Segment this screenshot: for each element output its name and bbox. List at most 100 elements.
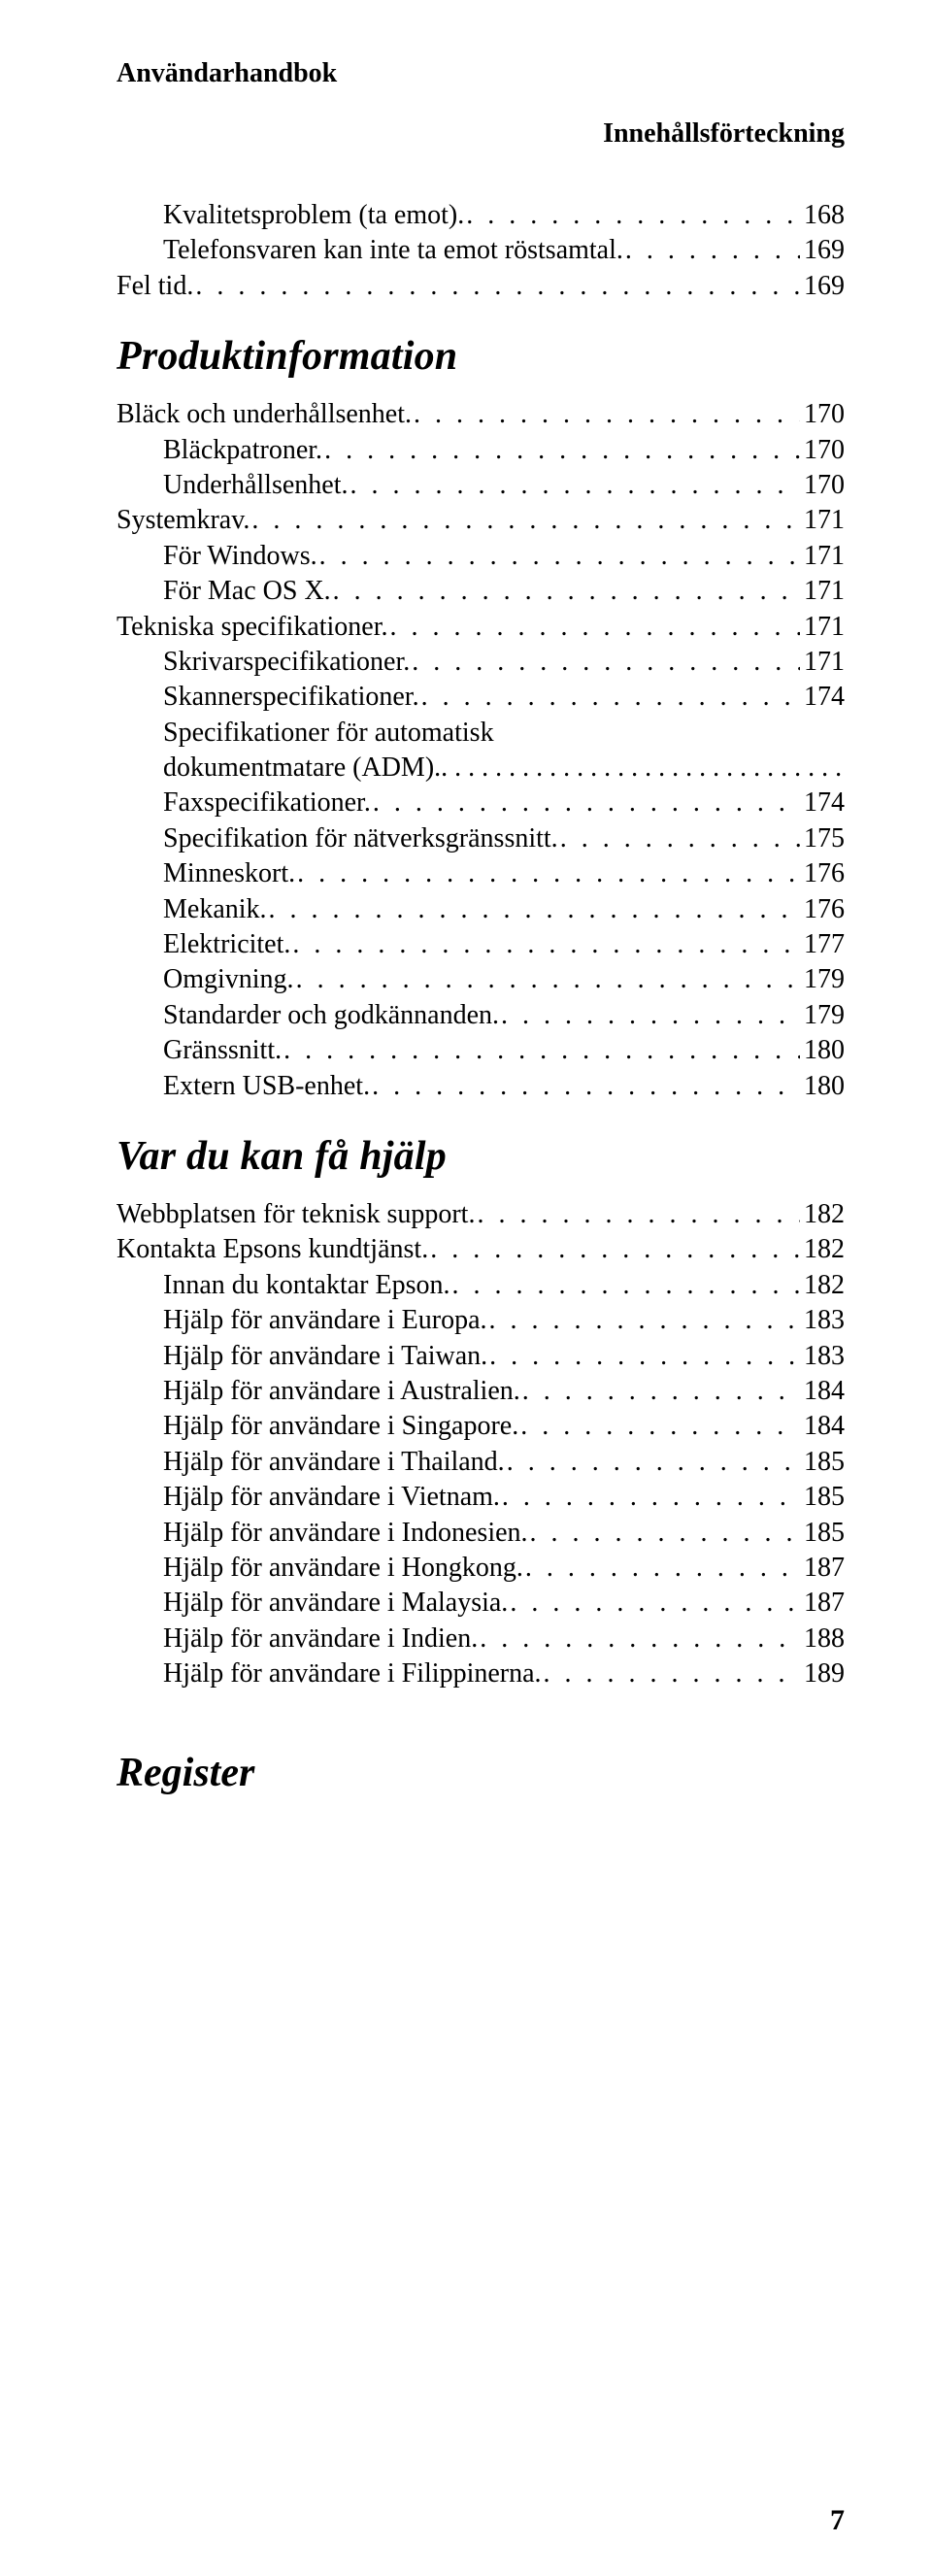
toc-entry: Hjälp för användare i Vietnam.. . . . . … (163, 1480, 845, 1515)
toc-entry-label: För Windows. (163, 539, 317, 574)
toc-entry-page: 171 (800, 539, 845, 574)
toc-entry: Omgivning.. . . . . . . . . . . . . . . … (163, 962, 845, 997)
toc-entry-page: 170 (800, 468, 845, 503)
leader-dots: . . . . . . . . . . . . . . . . . . . . … (475, 1197, 800, 1232)
leader-dots: . . . . . . . . . . . . . . . . . . . . … (294, 962, 800, 997)
leader-dots: . . . . . . . . . . . . . . . . . . . . … (267, 892, 800, 927)
leader-dots: . . . . . . . . . . . . . . . . . . . . … (518, 1409, 800, 1444)
toc-entry-label: Hjälp för användare i Australien. (163, 1374, 520, 1409)
toc-entry-page: 180 (800, 1033, 845, 1068)
toc-entry-page: 171 (800, 503, 845, 538)
toc-entry-label: Specifikationer för automatisk (163, 716, 845, 751)
leader-dots: . . . . . . . . . . . . . . . . . . . . … (487, 1339, 800, 1374)
toc-entry: Hjälp för användare i Singapore.. . . . … (163, 1409, 845, 1444)
toc-entry-page: 183 (800, 1339, 845, 1374)
toc-entry-label: Bläck och underhållsenhet. (116, 397, 412, 432)
leader-dots: . . . . . . . . . . . . . . . . . . . . … (331, 574, 800, 609)
toc-entry-label: Hjälp för användare i Hongkong. (163, 1551, 523, 1586)
toc-entry-page: 171 (800, 610, 845, 645)
toc-entry: Hjälp för användare i Europa.. . . . . .… (163, 1303, 845, 1338)
toc-entry-page: 169 (800, 269, 845, 304)
leader-dots: . . . . . . . . . . . . . . . . . . . . … (464, 198, 800, 233)
toc-entry-label: Tekniska specifikationer. (116, 610, 388, 645)
toc-entry: Minneskort.. . . . . . . . . . . . . . .… (163, 856, 845, 891)
toc-entry-label: För Mac OS X. (163, 574, 331, 609)
section-heading: Produktinformation (116, 333, 845, 380)
toc-entry-label: Hjälp för användare i Singapore. (163, 1409, 518, 1444)
toc-entry: Hjälp för användare i Thailand.. . . . .… (163, 1445, 845, 1480)
toc-entry-page: 176 (800, 856, 845, 891)
toc-entry-label: Omgivning. (163, 962, 294, 997)
toc-entry: Hjälp för användare i Australien.. . . .… (163, 1374, 845, 1409)
toc-entry-label: Systemkrav. (116, 503, 250, 538)
toc-entry-page: 185 (800, 1445, 845, 1480)
toc-entry-label: Hjälp för användare i Taiwan. (163, 1339, 487, 1374)
leader-dots: . . . . . . . . . . . . . . . . . . . . … (412, 397, 800, 432)
toc-entry: Extern USB-enhet.. . . . . . . . . . . .… (163, 1069, 845, 1104)
toc-entry-page: 176 (800, 892, 845, 927)
toc-entry-label: dokumentmatare (ADM). (163, 751, 441, 786)
toc-entry: Underhållsenhet.. . . . . . . . . . . . … (163, 468, 845, 503)
toc-entry: Kontakta Epsons kundtjänst.. . . . . . .… (116, 1232, 845, 1267)
leader-dots: . . . . . . . . . . . . . . . . . . . . … (508, 1586, 800, 1621)
leader-dots: . . . . . . . . . . . . . . . . . . . . … (419, 680, 800, 715)
running-head-right: Innehållsförteckning (116, 118, 845, 150)
toc-entry-label: Mekanik. (163, 892, 267, 927)
toc-entry-page: 170 (800, 397, 845, 432)
toc-entry: Telefonsvaren kan inte ta emot röstsamta… (163, 233, 845, 268)
leader-dots: . . . . . . . . . . . . . . . . . . . . … (370, 1069, 800, 1104)
leader-dots: . . . . . . . . . . . . . . . . . . . . … (523, 1551, 800, 1586)
toc-entry: Webbplatsen för teknisk support.. . . . … (116, 1197, 845, 1232)
toc-entry-page: 183 (800, 1303, 845, 1338)
leader-dots: . . . . . . . . . . . . . . . . . . . . … (450, 1268, 801, 1303)
toc-entry-page: 182 (800, 1268, 845, 1303)
toc-entry-label: Bläckpatroner. (163, 433, 322, 468)
toc-entry-label: Webbplatsen för teknisk support. (116, 1197, 475, 1232)
toc-entry-label: Skannerspecifikationer. (163, 680, 419, 715)
leader-dots: . . . . . . . . . . . . . . . . . . . . … (250, 503, 800, 538)
toc-entry-label: Skrivarspecifikationer. (163, 645, 410, 680)
leader-dots: . . . . . . . . . . . . . . . . . . . . … (428, 1232, 800, 1267)
toc-entry-page: 174 (800, 680, 845, 715)
toc-entry: Specifikation för nätverksgränssnitt.. .… (163, 821, 845, 856)
toc-entry-page: 187 (800, 1551, 845, 1586)
toc-entry-label: Elektricitet. (163, 927, 290, 962)
leader-dots: . . . . . . . . . . . . . . . . . . . . … (499, 998, 800, 1033)
leader-dots: . . . . . . . . . . . . . . . . . . . . … (322, 433, 800, 468)
leader-dots: . . . . . . . . . . . . . . . . . . . . … (193, 269, 800, 304)
running-head-left: Användarhandbok (116, 58, 845, 89)
toc-entry-page: 189 (800, 1656, 845, 1691)
toc-entry: Bläckpatroner.. . . . . . . . . . . . . … (163, 433, 845, 468)
toc-entry-page: 170 (800, 433, 845, 468)
leader-dots: . . . . . . . . . . . . . . . . . . . . … (500, 1480, 800, 1515)
leader-dots: . . . . . . . . . . . . . . . . . . . . … (317, 539, 800, 574)
toc-entry-label: Extern USB-enhet. (163, 1069, 370, 1104)
toc-entry-page: 171 (800, 574, 845, 609)
leader-dots: . . . . . . . . . . . . . . . . . . . . … (542, 1656, 800, 1691)
toc-entry-label: Innan du kontaktar Epson. (163, 1268, 450, 1303)
toc-entry: Skannerspecifikationer.. . . . . . . . .… (163, 680, 845, 715)
toc-entry-label: Hjälp för användare i Malaysia. (163, 1586, 508, 1621)
page: Användarhandbok Innehållsförteckning Kva… (0, 0, 932, 2576)
toc-entry: Tekniska specifikationer.. . . . . . . .… (116, 610, 845, 645)
toc-entry-label: Hjälp för användare i Europa. (163, 1303, 487, 1338)
leader-dots: . . . . . . . . . . . . . . . . . . . . … (528, 1516, 800, 1551)
toc-entry: Mekanik.. . . . . . . . . . . . . . . . … (163, 892, 845, 927)
toc-entry-label: Underhållsenhet. (163, 468, 349, 503)
toc-entry-label: Minneskort. (163, 856, 295, 891)
toc-entry: Hjälp för användare i Indien.. . . . . .… (163, 1622, 845, 1656)
toc-entry-label: Kvalitetsproblem (ta emot). (163, 198, 464, 233)
toc-entry-page: 182 (800, 1197, 845, 1232)
leader-dots: . . . . . . . . . . . . . . . . . . . . … (290, 927, 800, 962)
toc-entry-label: Hjälp för användare i Indonesien. (163, 1516, 528, 1551)
toc-entry-label: Standarder och godkännanden. (163, 998, 499, 1033)
toc-entry-page: 187 (800, 1586, 845, 1621)
toc-body: Kvalitetsproblem (ta emot).. . . . . . .… (116, 198, 845, 1796)
toc-entry-label: Hjälp för användare i Vietnam. (163, 1480, 500, 1515)
leader-dots: . . . . . . . . . . . . . . . . . . . . … (371, 786, 800, 820)
leader-dots: . . . . . . . . . . . . . . . . . . . . … (623, 233, 800, 268)
toc-entry-label: Hjälp för användare i Thailand. (163, 1445, 505, 1480)
toc-entry-label: Fel tid. (116, 269, 193, 304)
toc-entry-page: 184 (800, 1409, 845, 1444)
toc-entry: Skrivarspecifikationer.. . . . . . . . .… (163, 645, 845, 680)
